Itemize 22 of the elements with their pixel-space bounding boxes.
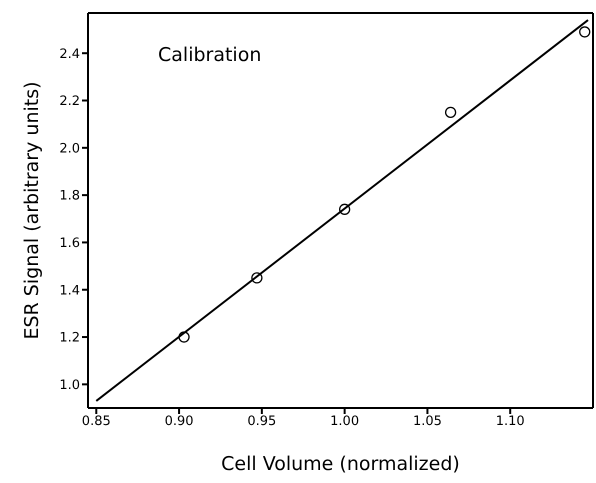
y-tick-label: 1.8 [59,188,80,204]
x-tick-label: 1.05 [412,414,442,430]
x-tick-label: 0.85 [82,414,111,430]
point [338,204,350,215]
y-tick-label: 1.6 [59,236,80,252]
x-tick-label: 0.95 [247,414,276,430]
y-axis-title: ESR Signal (arbitrary units) [21,81,43,340]
y-tick-label: 2.4 [59,46,80,62]
point [251,272,263,284]
y-tick-label: 1.2 [59,330,80,346]
y-tick-label: 1.0 [59,378,80,393]
x-tick-label: 1.10 [496,414,525,430]
point [178,331,190,343]
y-tick-label: 2.0 [59,141,80,156]
y-tick-label: 2.2 [59,94,80,110]
annotation: Calibration [158,44,262,66]
point [579,26,590,38]
x-tick-label: 1.00 [330,414,360,430]
x-axis-title: Cell Volume (normalized) [221,453,460,475]
y-tick-label: 1.4 [59,283,80,298]
x-tick-label: 0.90 [164,414,194,430]
point [444,106,456,118]
